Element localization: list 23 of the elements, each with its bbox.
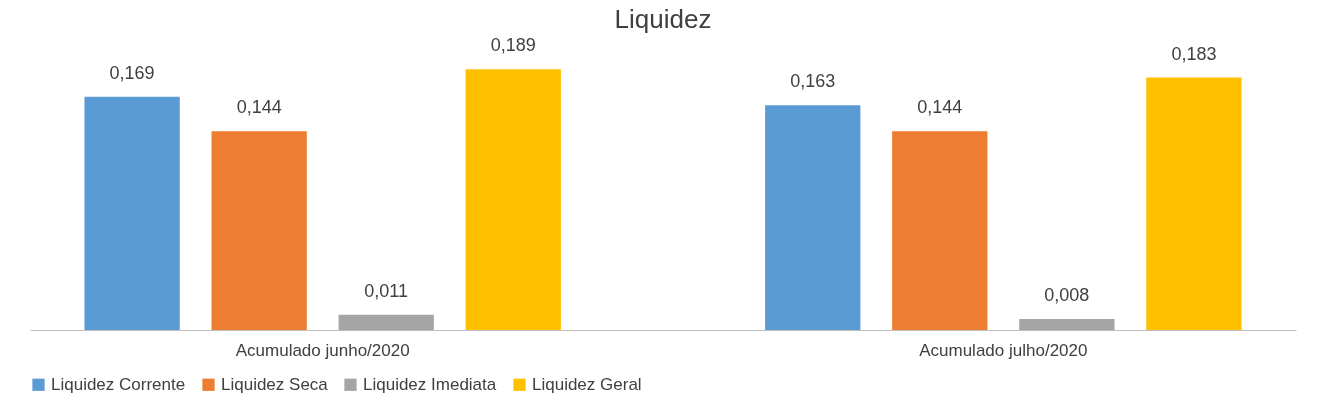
legend-label: Liquidez Corrente [51,374,186,394]
data-label: 0,008 [1044,284,1090,305]
data-label: 0,144 [917,97,963,118]
chart-title: Liquidez [614,4,712,35]
bar [211,131,307,330]
bar [892,131,988,330]
data-label: 0,144 [236,97,282,118]
bar [765,105,861,330]
bar [465,69,561,330]
bar [1019,318,1115,330]
legend-label: Liquidez Seca [221,374,329,394]
bar [338,314,434,330]
x-tick-label: Acumulado junho/2020 [235,340,410,360]
data-label: 0,011 [364,280,409,301]
data-label: 0,189 [490,35,536,56]
data-label: 0,183 [1171,43,1217,64]
legend-label: Liquidez Imediata [363,374,497,394]
legend-label: Liquidez Geral [532,374,642,394]
bar [84,96,180,330]
data-label: 0,169 [109,62,155,83]
data-label: 0,163 [790,71,836,92]
bar [1146,77,1242,330]
x-tick-label: Acumulado julho/2020 [919,340,1088,360]
